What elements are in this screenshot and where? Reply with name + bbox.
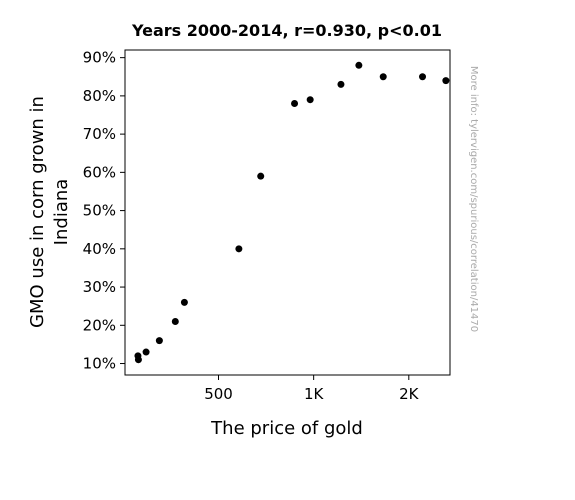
y-axis-label-line-2: Indiana (51, 179, 72, 246)
data-point (180, 298, 188, 306)
chart-title: Years 2000-2014, r=0.930, p<0.01 (131, 21, 442, 40)
data-point (355, 61, 363, 69)
plot-area (124, 49, 451, 376)
data-point (442, 77, 450, 85)
y-tick-label: 80% (83, 87, 116, 105)
data-point (171, 317, 179, 325)
y-tick-label: 50% (83, 202, 116, 220)
y-tick-label: 10% (83, 355, 116, 373)
x-axis-label: The price of gold (210, 418, 363, 439)
data-point (235, 245, 243, 253)
data-points (134, 61, 450, 364)
y-tick-label: 90% (83, 49, 116, 67)
y-tick-label: 30% (83, 278, 116, 296)
data-point (419, 73, 427, 81)
y-axis-label-line-1: GMO use in corn grown in (27, 96, 48, 328)
data-point (142, 348, 150, 356)
data-point (134, 352, 142, 360)
x-tick-label: 1K (304, 385, 325, 403)
x-tick-label: 2K (399, 385, 420, 403)
data-point (291, 100, 299, 108)
data-point (337, 80, 345, 88)
y-axis: 10% 20% 30% 40% 50% 60% 70% 80% 90% (83, 49, 125, 373)
x-axis: 500 1K 2K (204, 375, 420, 403)
y-tick-label: 40% (83, 240, 116, 258)
x-tick-label: 500 (204, 385, 233, 403)
y-tick-label: 60% (83, 163, 116, 181)
data-point (155, 337, 163, 345)
watermark-text: More info: tylervigen.com/spurious/corre… (468, 66, 479, 332)
y-tick-label: 70% (83, 125, 116, 143)
y-tick-label: 20% (83, 316, 116, 334)
data-point (257, 172, 265, 180)
data-point (306, 96, 314, 104)
data-point (379, 73, 387, 81)
